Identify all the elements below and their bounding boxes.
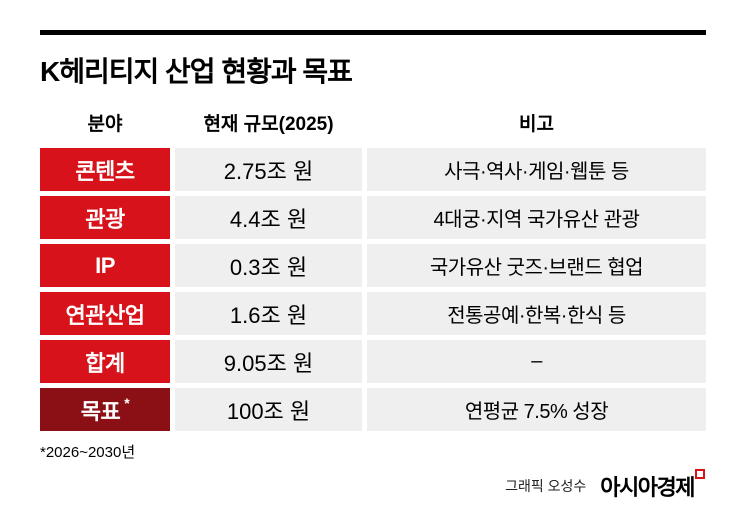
asiae-logo: 아시아경제	[600, 469, 705, 502]
row-tourism-field: 관광	[40, 196, 170, 239]
row-ip-field: IP	[40, 244, 170, 287]
row-contents-field: 콘텐츠	[40, 148, 170, 191]
logo-red-square-icon	[695, 469, 705, 479]
row-tourism-note: 4대궁·지역 국가유산 관광	[367, 196, 706, 239]
row-ip-scale: 0.3조 원	[175, 244, 362, 287]
row-tourism-scale: 4.4조 원	[175, 196, 362, 239]
row-related-note: 전통공예·한복·한식 등	[367, 292, 706, 335]
row-contents-scale: 2.75조 원	[175, 148, 362, 191]
column-header-note: 비고	[519, 114, 554, 135]
goal-label: 목표	[80, 398, 121, 424]
row-related-scale: 1.6조 원	[175, 292, 362, 335]
row-goal-note: 연평균 7.5% 성장	[367, 388, 706, 431]
row-total-note: –	[367, 340, 706, 383]
column-header-field: 분야	[87, 114, 123, 135]
row-ip-note: 국가유산 굿즈·브랜드 협업	[367, 244, 706, 287]
row-contents-note: 사극·역사·게임·웹툰 등	[367, 148, 706, 191]
row-total-field: 합계	[40, 340, 170, 383]
logo-text: 아시아경제	[600, 475, 695, 500]
page-title: K헤리티지 산업 현황과 목표	[40, 56, 353, 87]
row-goal-scale: 100조 원	[175, 388, 362, 431]
data-table: 분야 현재 규모(2025) 비고 콘텐츠 2.75조 원 사극·역사·게임·웹…	[40, 106, 706, 431]
top-rule	[40, 30, 706, 35]
row-total-scale: 9.05조 원	[175, 340, 362, 383]
row-goal-field: 목표 *	[40, 388, 170, 431]
credit-row: 그래픽 오성수 아시아경제	[505, 469, 705, 502]
row-related-field: 연관산업	[40, 292, 170, 335]
column-header-scale: 현재 규모(2025)	[203, 114, 334, 135]
infographic: K헤리티지 산업 현황과 목표 분야 현재 규모(2025) 비고 콘텐츠 2.…	[40, 30, 706, 461]
footnote: *2026~2030년	[40, 444, 136, 461]
goal-asterisk: *	[124, 394, 130, 411]
graphic-credit: 그래픽 오성수	[505, 478, 587, 494]
